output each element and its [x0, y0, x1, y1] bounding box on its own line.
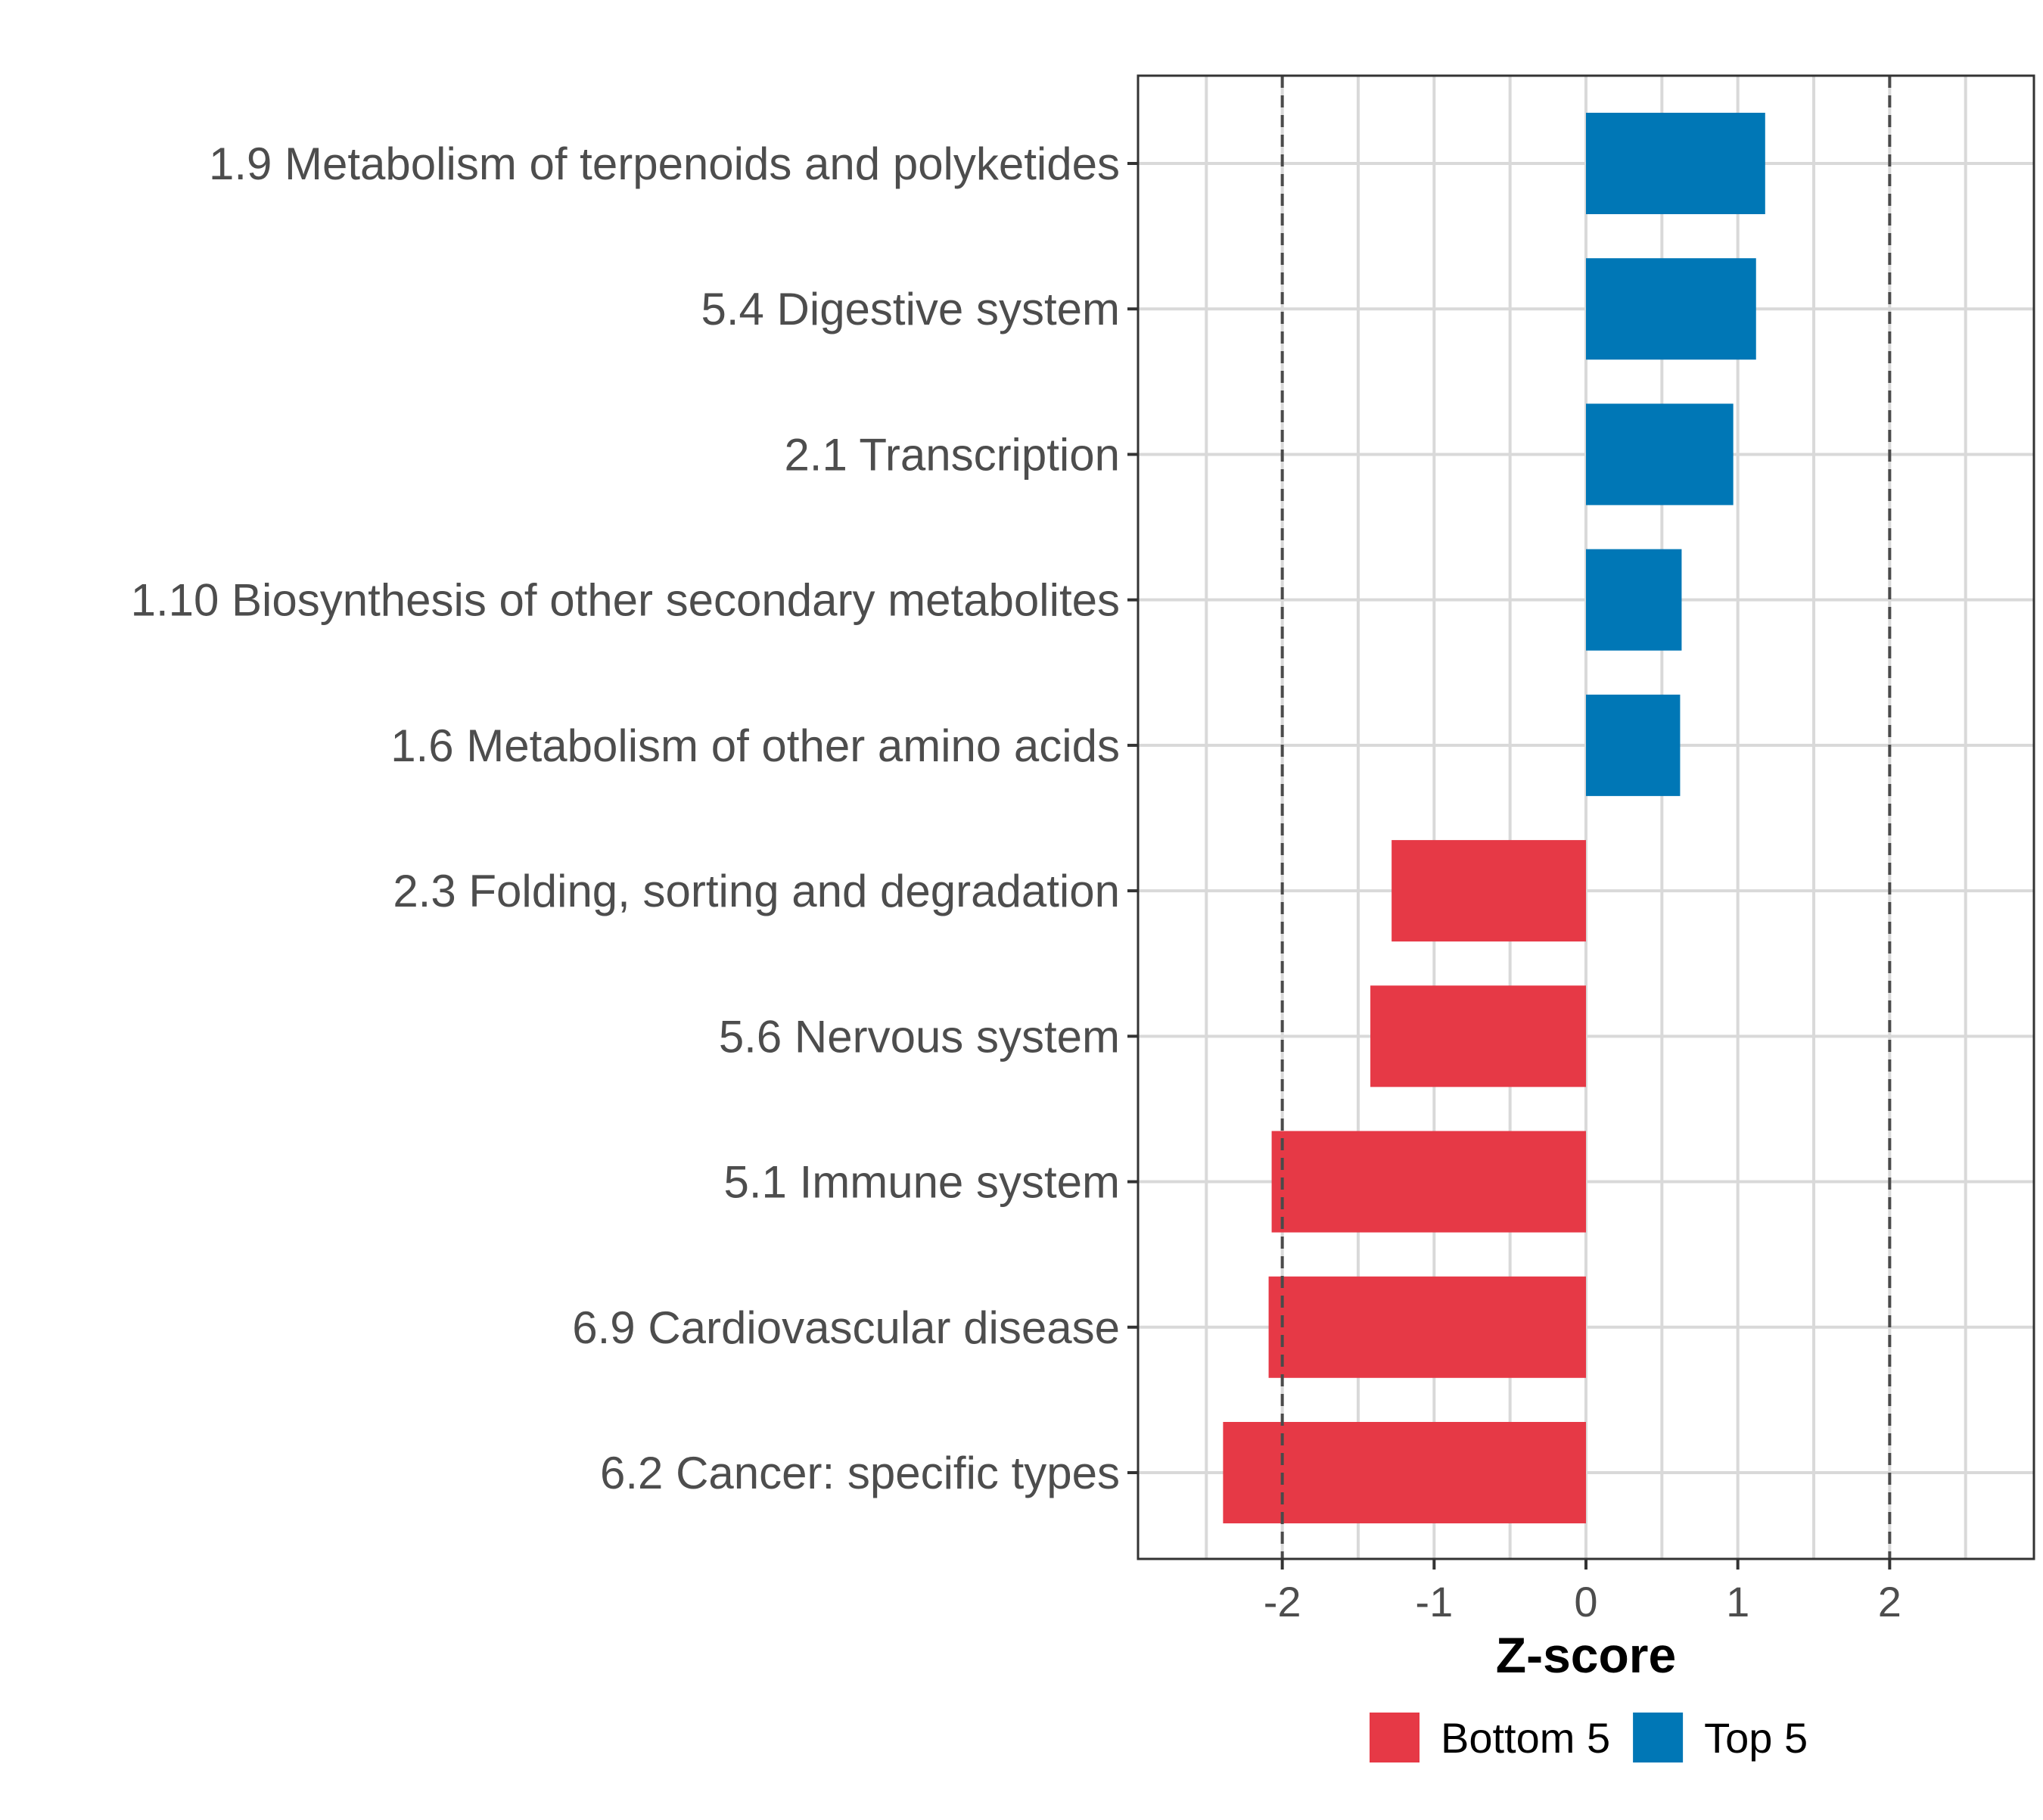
bars [1223, 113, 1765, 1523]
x-tick-label: 1 [1726, 1578, 1749, 1626]
x-tick-label: 2 [1878, 1578, 1902, 1626]
y-tick-label: 1.6 Metabolism of other amino acids [390, 720, 1120, 771]
y-tick-label: 6.2 Cancer: specific types [600, 1448, 1120, 1498]
y-tick-label: 2.3 Folding, sorting and degradation [393, 866, 1120, 916]
bar [1586, 258, 1756, 360]
bar [1586, 403, 1734, 506]
legend-label: Top 5 [1704, 1714, 1808, 1762]
y-tick-label: 6.9 Cardiovascular disease [572, 1302, 1120, 1353]
bar [1586, 549, 1682, 651]
y-tick-label: 5.1 Immune system [723, 1157, 1120, 1208]
y-tick-label: 5.4 Digestive system [701, 284, 1120, 334]
x-axis-title: Z-score [1496, 1627, 1676, 1683]
y-tick-label: 5.6 Nervous system [719, 1011, 1120, 1062]
legend-label: Bottom 5 [1441, 1714, 1610, 1762]
bar [1223, 1422, 1586, 1523]
bar [1586, 694, 1681, 796]
bar [1268, 1276, 1586, 1378]
x-tick-label: 0 [1574, 1578, 1597, 1626]
bar [1392, 840, 1586, 942]
bar [1370, 985, 1586, 1087]
y-tick-label: 1.10 Biosynthesis of other secondary met… [131, 575, 1120, 626]
x-tick-label: -1 [1415, 1578, 1453, 1626]
reference-lines [1280, 76, 1892, 1559]
y-tick-label: 2.1 Transcription [784, 429, 1120, 480]
bar [1271, 1131, 1586, 1233]
x-tick-label: -2 [1264, 1578, 1301, 1626]
y-tick-label: 1.9 Metabolism of terpenoids and polyket… [209, 138, 1120, 189]
legend-swatch [1633, 1713, 1684, 1762]
y-axis: 1.9 Metabolism of terpenoids and polyket… [131, 138, 1138, 1498]
legend-swatch [1370, 1713, 1420, 1762]
bar [1586, 113, 1765, 214]
x-axis: -2 -1 0 1 2 [1264, 1559, 1902, 1626]
legend: Bottom 5 Top 5 [1370, 1713, 1808, 1762]
